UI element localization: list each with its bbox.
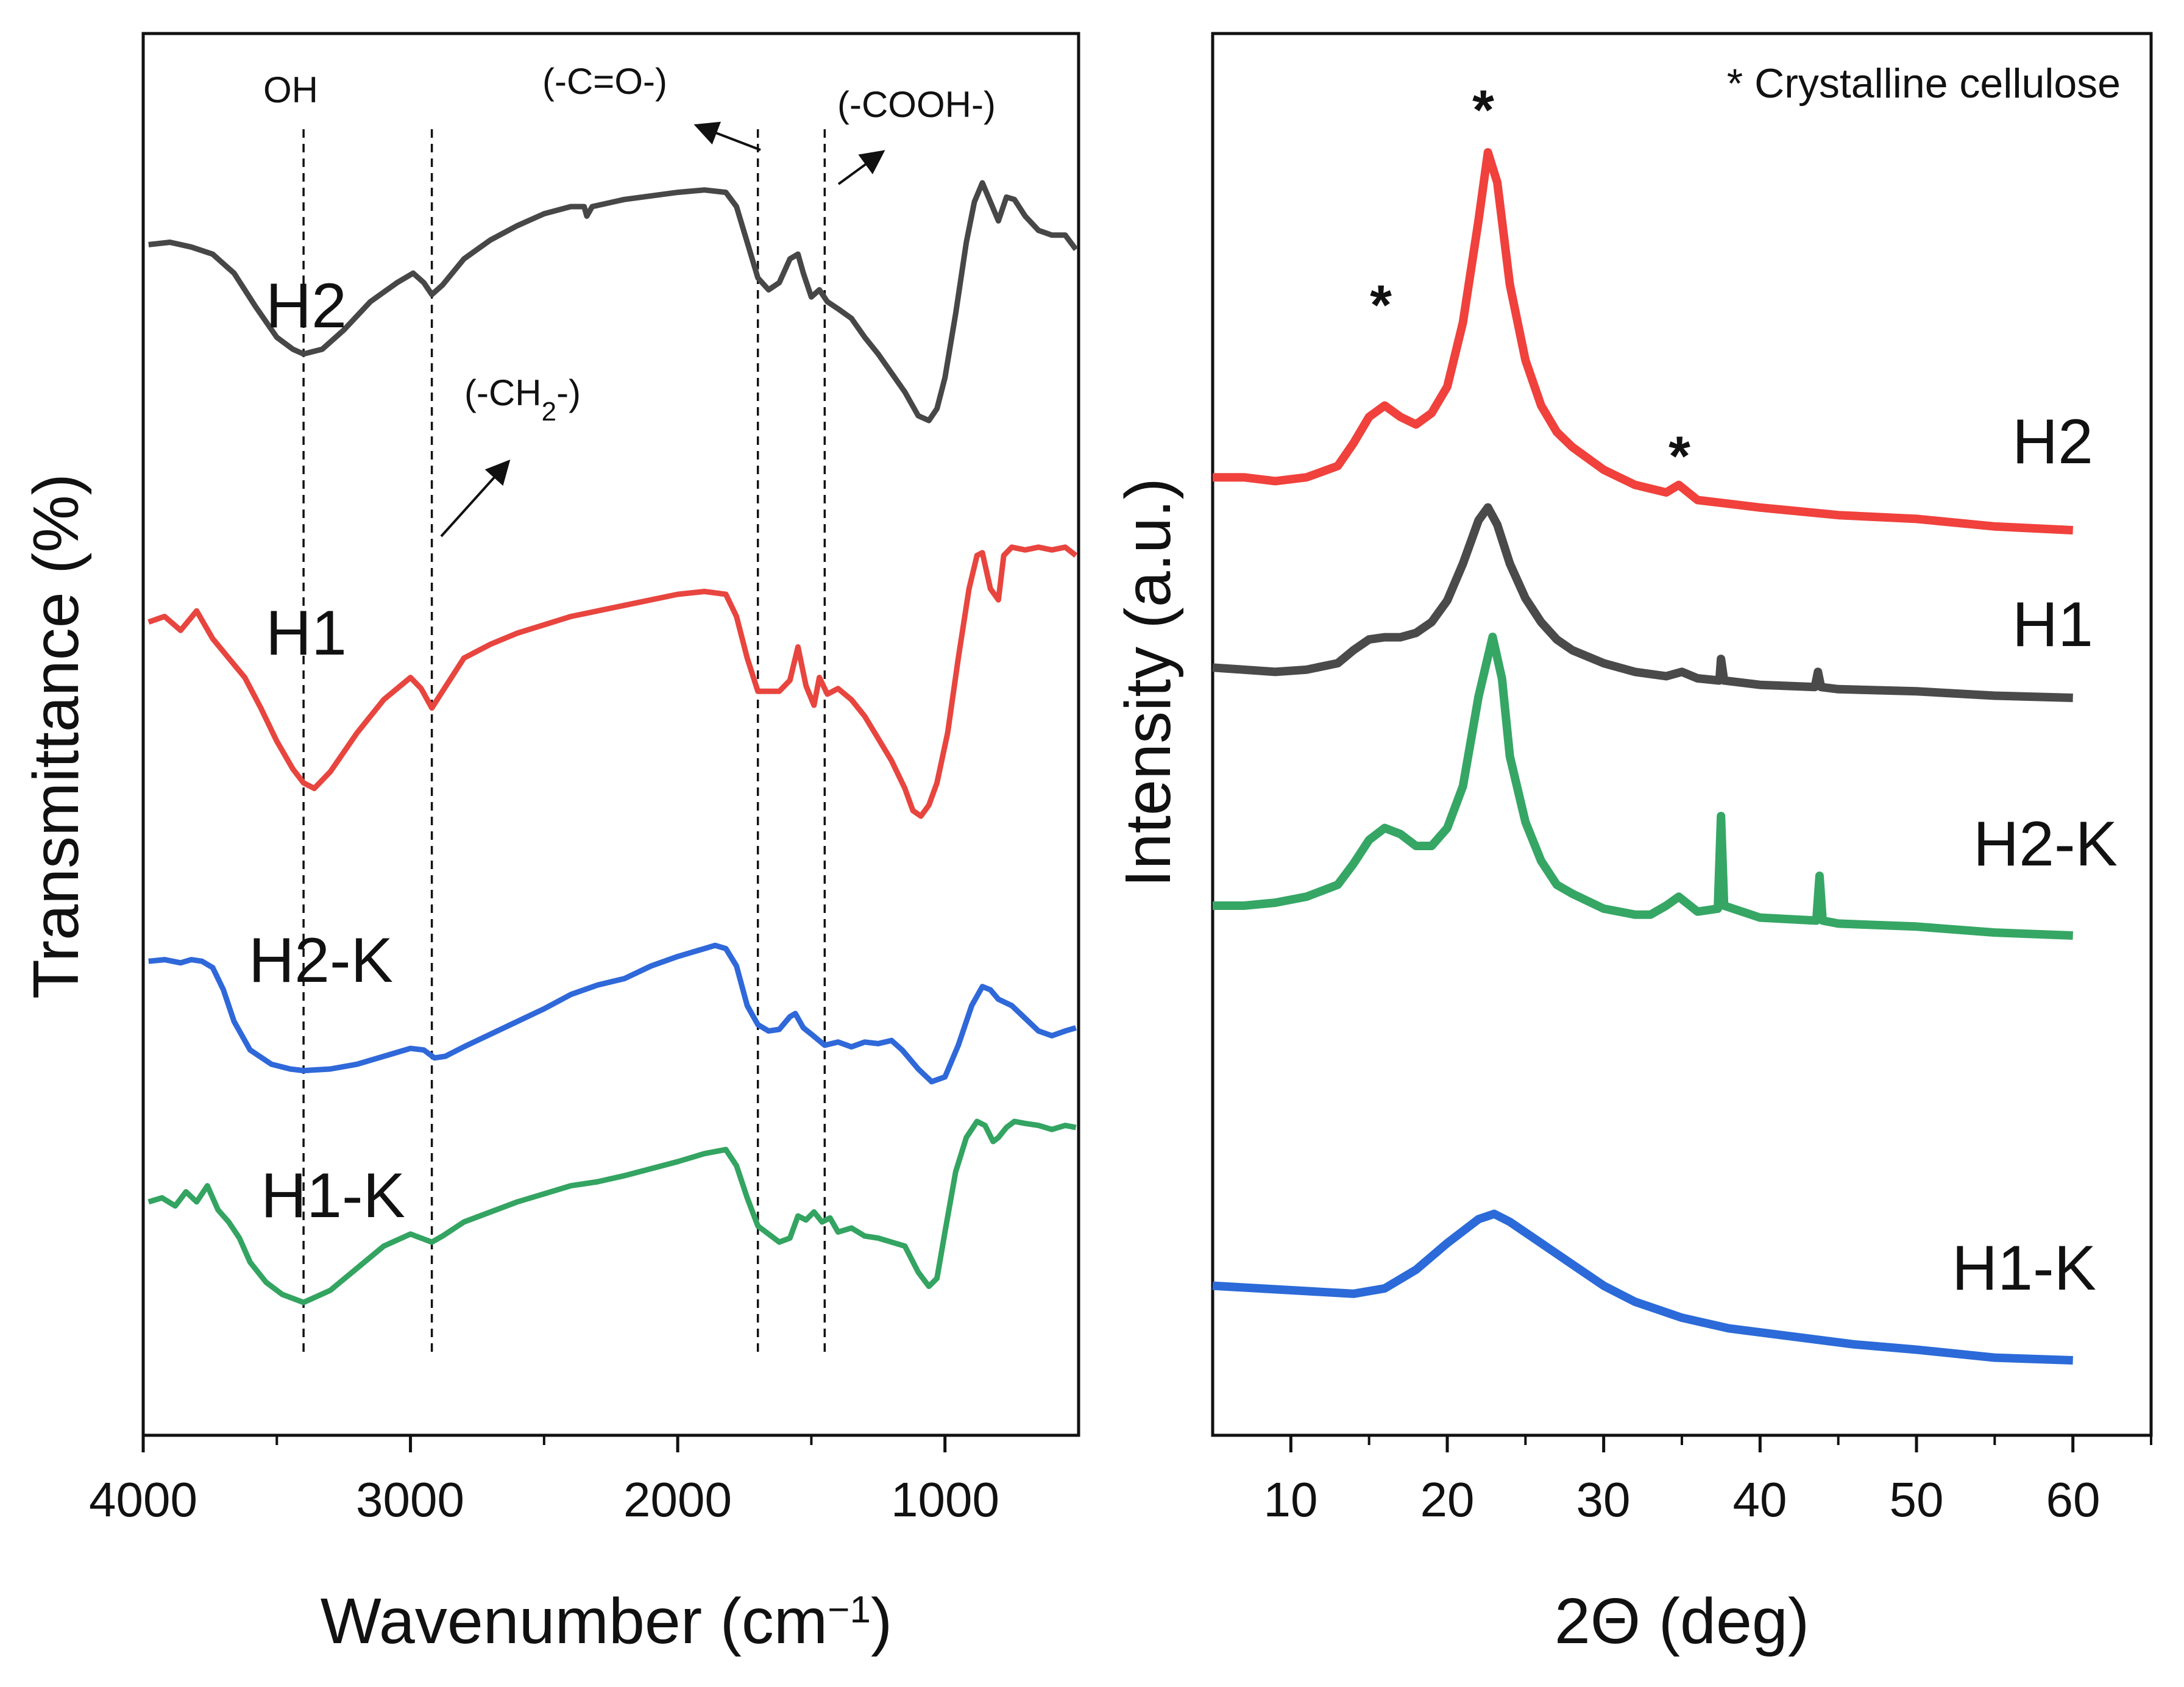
xrd-series-line-h2 [1213, 148, 2074, 535]
xrd-x-ticks [1289, 1435, 2152, 1452]
x-tick-label: 2000 [623, 1472, 732, 1527]
ftir-x-tick-labels: 4000 3000 2000 1000 [89, 1472, 999, 1527]
arrow-ch2 [440, 460, 511, 538]
x-tick-label: 60 [2046, 1472, 2101, 1527]
band-label-carbonyl: (-C=O-) [542, 61, 667, 102]
x-tick-label: 3000 [356, 1472, 464, 1527]
ftir-series-line-h1-k [147, 1118, 1077, 1305]
ftir-y-axis-title: Transmittance (%) [20, 474, 92, 999]
series-label-h2k-xrd: H2-K [1973, 809, 2118, 879]
x-tick-label: 40 [1733, 1472, 1787, 1527]
band-label-carboxyl: (-COOH-) [837, 84, 996, 125]
series-label-h2-xrd: H2 [2012, 407, 2093, 477]
ftir-series-line-h1 [147, 544, 1078, 819]
xrd-panel: H2 H1 H2-K H1-K * Crystalline cellulose … [1112, 32, 2153, 1657]
series-label-h1k-ftir: H1-K [261, 1160, 405, 1231]
x-tick-label: 1000 [891, 1472, 999, 1527]
ftir-x-axis-title: Wavenumber (cm−1) [321, 1585, 893, 1657]
x-tick-label: 20 [1420, 1472, 1475, 1527]
xrd-x-axis-title: 2Θ (deg) [1555, 1585, 1809, 1657]
series-label-h1-ftir: H1 [266, 598, 347, 669]
ftir-plot-frame [141, 32, 1080, 1437]
peak-marker-star: * [1370, 274, 1392, 336]
crystalline-cellulose-note: * Crystalline cellulose [1727, 60, 2121, 107]
ftir-series-line-h2 [148, 180, 1079, 424]
series-label-h1k-xrd: H1-K [1952, 1233, 2096, 1304]
peak-marker-star: * [1668, 425, 1690, 488]
band-label-ch2: (-CH2-) [464, 372, 581, 427]
xrd-y-axis-title: Intensity (a.u.) [1112, 478, 1184, 887]
band-label-oh: OH [263, 69, 318, 110]
xrd-x-tick-labels: 10 20 30 40 50 60 [1264, 1472, 2101, 1527]
xrd-series-line-h1 [1212, 503, 2073, 702]
peak-marker-star: * [1472, 79, 1494, 141]
xrd-plot-frame [1211, 32, 2153, 1437]
xrd-series-line-h2-k [1213, 633, 2073, 940]
ftir-series-line-h2-k [148, 942, 1077, 1085]
series-label-h2-ftir: H2 [266, 271, 347, 341]
ftir-series-group [147, 180, 1079, 1305]
x-tick-label: 4000 [89, 1472, 197, 1527]
x-tick-label: 10 [1264, 1472, 1318, 1527]
series-label-h1-xrd: H1 [2012, 589, 2093, 660]
x-tick-label: 50 [1890, 1472, 1944, 1527]
series-label-h2k-ftir: H2-K [249, 925, 393, 996]
ftir-x-ticks [141, 1435, 947, 1452]
arrow-carboxyl [837, 150, 885, 185]
x-tick-label: 30 [1576, 1472, 1631, 1527]
ftir-panel: H2 H1 H2-K H1-K OH (-CH2-) (-C=O-) (-COO… [20, 32, 1080, 1657]
xrd-series-group [1212, 148, 2074, 1365]
arrow-carbonyl [693, 121, 761, 151]
xrd-series-line-h1-k [1212, 1209, 2073, 1365]
